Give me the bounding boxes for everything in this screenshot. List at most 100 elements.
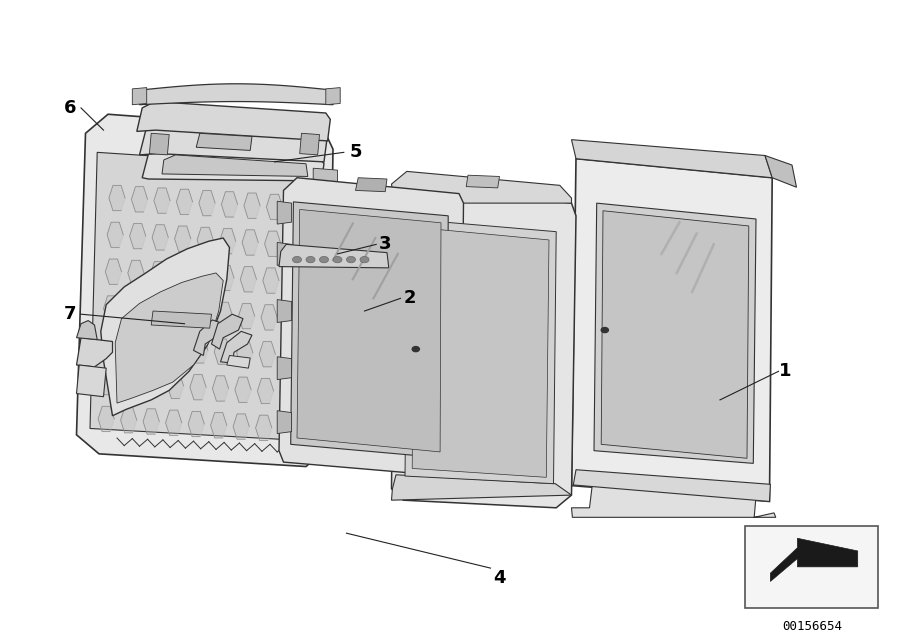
Polygon shape [90, 153, 313, 441]
Polygon shape [572, 486, 776, 517]
Polygon shape [211, 413, 227, 438]
Polygon shape [282, 343, 298, 368]
Polygon shape [326, 88, 340, 105]
Polygon shape [280, 380, 296, 405]
Polygon shape [573, 470, 770, 501]
Polygon shape [266, 194, 283, 219]
Polygon shape [130, 223, 146, 249]
Text: 3: 3 [379, 235, 392, 253]
Polygon shape [259, 342, 275, 367]
Polygon shape [284, 306, 300, 331]
Polygon shape [313, 291, 338, 310]
Polygon shape [466, 175, 500, 188]
Polygon shape [240, 266, 256, 292]
Polygon shape [143, 409, 159, 434]
Polygon shape [279, 177, 464, 476]
Polygon shape [261, 305, 277, 330]
Polygon shape [175, 226, 191, 251]
Polygon shape [100, 370, 116, 395]
Polygon shape [601, 211, 749, 459]
Text: 7: 7 [64, 305, 76, 323]
Polygon shape [277, 201, 292, 224]
Polygon shape [115, 273, 223, 403]
Circle shape [306, 256, 315, 263]
Polygon shape [278, 417, 294, 442]
Circle shape [601, 328, 608, 333]
Polygon shape [257, 378, 274, 404]
Polygon shape [150, 261, 166, 287]
Polygon shape [167, 373, 184, 399]
Polygon shape [122, 371, 139, 396]
Polygon shape [313, 353, 338, 372]
Polygon shape [256, 415, 272, 441]
Polygon shape [356, 177, 387, 191]
Polygon shape [300, 134, 319, 155]
Polygon shape [102, 333, 118, 358]
Polygon shape [152, 225, 168, 250]
Polygon shape [212, 376, 229, 401]
Polygon shape [297, 209, 441, 452]
Polygon shape [176, 189, 193, 214]
Polygon shape [199, 190, 215, 216]
Polygon shape [151, 311, 212, 328]
Polygon shape [405, 219, 556, 484]
Polygon shape [109, 186, 125, 211]
Polygon shape [220, 228, 236, 254]
Polygon shape [313, 230, 338, 249]
Polygon shape [216, 302, 232, 328]
Polygon shape [128, 260, 144, 286]
Polygon shape [392, 171, 572, 203]
Polygon shape [131, 187, 148, 212]
Circle shape [360, 256, 369, 263]
Polygon shape [76, 114, 333, 467]
Polygon shape [285, 269, 302, 294]
Polygon shape [149, 134, 169, 155]
Polygon shape [142, 148, 324, 181]
Polygon shape [154, 188, 170, 213]
Polygon shape [313, 384, 338, 403]
Polygon shape [227, 356, 250, 368]
Polygon shape [76, 321, 97, 340]
Polygon shape [145, 372, 161, 398]
Polygon shape [291, 202, 448, 459]
Polygon shape [166, 410, 182, 436]
Polygon shape [279, 244, 389, 268]
Polygon shape [770, 538, 858, 581]
Polygon shape [192, 338, 208, 363]
Polygon shape [392, 475, 572, 500]
Polygon shape [197, 227, 213, 252]
Polygon shape [162, 155, 308, 176]
Polygon shape [277, 357, 292, 380]
Polygon shape [263, 268, 279, 293]
Text: 1: 1 [778, 363, 791, 380]
Polygon shape [137, 102, 330, 141]
Polygon shape [140, 84, 333, 105]
Polygon shape [194, 320, 223, 356]
Polygon shape [233, 414, 249, 439]
Polygon shape [147, 335, 163, 361]
Polygon shape [107, 222, 123, 247]
Polygon shape [313, 168, 338, 187]
Polygon shape [242, 230, 258, 255]
Circle shape [346, 256, 356, 263]
Polygon shape [190, 375, 206, 400]
Polygon shape [277, 242, 292, 265]
Polygon shape [101, 238, 230, 416]
Polygon shape [220, 331, 252, 363]
Polygon shape [104, 296, 120, 321]
Polygon shape [265, 231, 281, 256]
Polygon shape [124, 334, 140, 359]
Polygon shape [235, 377, 251, 403]
Polygon shape [126, 297, 142, 322]
Polygon shape [140, 124, 327, 162]
Polygon shape [221, 191, 238, 217]
Polygon shape [132, 88, 147, 105]
Text: 00156654: 00156654 [782, 619, 842, 633]
Circle shape [320, 256, 328, 263]
Polygon shape [148, 298, 165, 324]
Polygon shape [572, 159, 772, 501]
Polygon shape [289, 195, 305, 221]
Polygon shape [765, 156, 796, 187]
Text: 5: 5 [349, 143, 362, 162]
Polygon shape [196, 134, 252, 151]
